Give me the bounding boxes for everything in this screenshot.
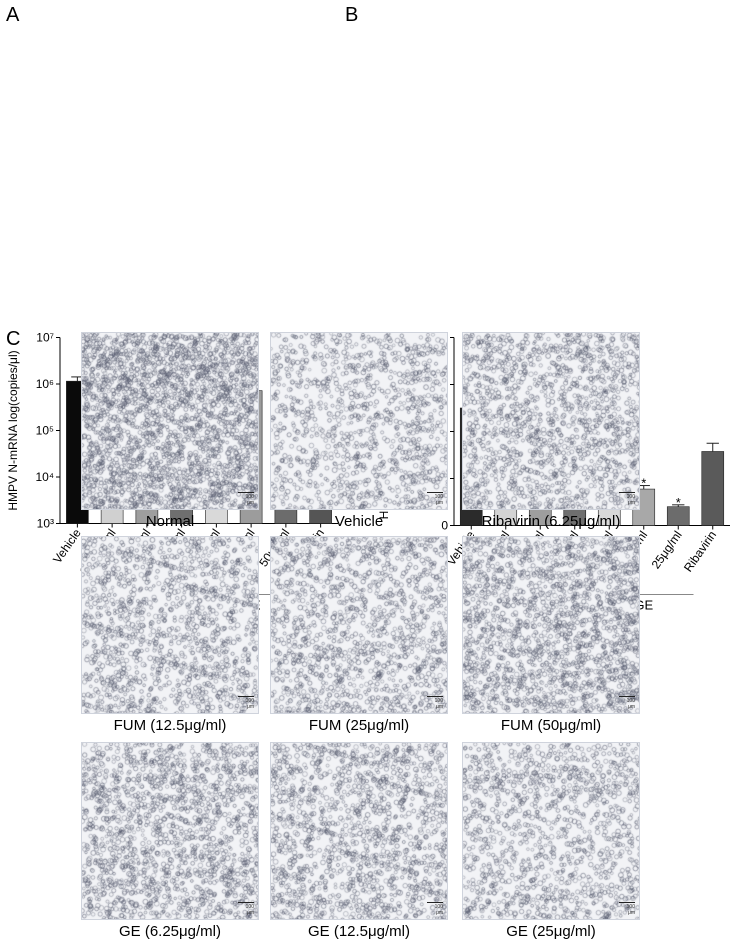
micrograph-image: 100 μm [462,332,640,510]
c1-y-tick-label: 0 [441,519,448,533]
micrograph-canvas [271,333,447,509]
scale-bar: 100 μm [619,696,635,710]
micrograph-canvas [82,333,258,509]
c0-y-tick-label: 10⁷ [36,331,54,345]
micrograph-caption: FUM (25μg/ml) [308,717,410,734]
micrograph-image: 100 μm [81,536,259,714]
c0-y-tick-label: 10⁵ [36,424,54,438]
micrograph-caption: Normal [145,513,195,530]
micrograph-caption: Ribavirin (6.25μg/ml) [481,513,621,530]
micrograph-caption: FUM (12.5μg/ml) [113,717,227,734]
scale-bar: 100 μm [238,696,254,710]
c1-x-tick-label: Ribavirin [681,528,719,574]
micrograph-canvas [271,537,447,713]
scale-bar: 100 μm [238,902,254,916]
micrograph-canvas [82,743,258,919]
scale-bar: 100 μm [619,902,635,916]
c1-significance-star: * [641,476,646,491]
micrograph-image: 100 μm [462,742,640,920]
micrograph-canvas [271,743,447,919]
panel-label-b: B [345,4,359,26]
panel-label-a: A [6,4,20,26]
micrograph-image: 100 μm [462,536,640,714]
micrograph-image: 100 μm [81,332,259,510]
scale-bar: 100 μm [619,492,635,506]
c0-y-tick-label: 10⁴ [35,470,54,484]
micrograph-caption: Vehicle [334,513,384,530]
c1-bar [701,451,725,526]
micrograph-canvas [463,537,639,713]
scale-bar: 100 μm [238,492,254,506]
c1-x-tick-label: 25μg/ml [649,528,685,571]
micrograph-canvas [463,333,639,509]
micrograph-image: 100 μm [270,536,448,714]
c0-y-tick-label: 10⁶ [36,377,54,391]
c1-significance-star: * [676,495,681,510]
scale-bar: 100 μm [427,492,443,506]
micrograph-caption: FUM (50μg/ml) [500,717,602,734]
micrograph-caption: GE (6.25μg/ml) [118,923,221,940]
micrograph-caption: GE (12.5μg/ml) [307,923,410,940]
scale-bar: 100 μm [427,902,443,916]
c0-y-tick-label: 10³ [37,517,54,531]
micrograph-image: 100 μm [270,332,448,510]
c0-y-axis-label: HMPV N-mRNA log(copies/μl) [6,350,20,510]
micrograph-caption: GE (25μg/ml) [506,923,596,940]
micrograph-image: 100 μm [270,742,448,920]
micrograph-canvas [82,537,258,713]
micrograph-canvas [463,743,639,919]
micrograph-image: 100 μm [81,742,259,920]
scale-bar: 100 μm [427,696,443,710]
panel-label-c: C [6,328,21,350]
